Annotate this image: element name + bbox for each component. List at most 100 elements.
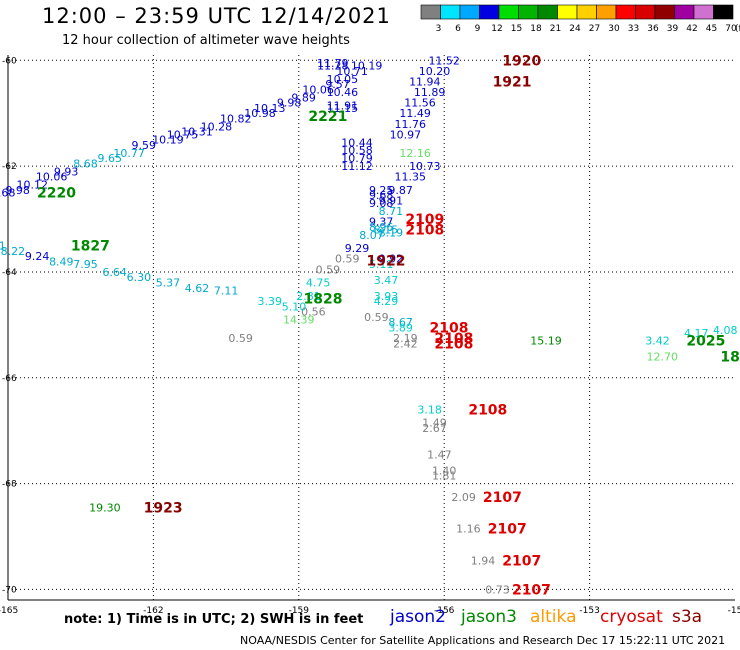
axis-ticks: -165 -162 -159 -156 -153 -15 -60 -62 -64 -66 -68 -7… bbox=[0, 56, 740, 616]
swh-value-label: 10.82 bbox=[220, 112, 252, 125]
swh-value-label: 10.73 bbox=[409, 160, 441, 173]
swh-value-label: 0.59 bbox=[364, 311, 389, 324]
time-label: 2221 bbox=[308, 109, 347, 125]
swh-value-label: 10.12 bbox=[16, 179, 48, 192]
swh-value-label: 9.98 bbox=[277, 97, 302, 110]
y-tick-label: -68 bbox=[2, 480, 17, 490]
colorbar-unit: (ft) bbox=[735, 24, 740, 34]
colorbar-tick-label: 27 bbox=[589, 24, 600, 34]
swh-value-label: 3.93 bbox=[374, 290, 399, 303]
legend-jason3: jason3 bbox=[461, 607, 517, 627]
swh-value-label: 3.47 bbox=[374, 274, 399, 287]
swh-value-label: 0.59 bbox=[335, 253, 360, 266]
swh-value-label: 11.79 bbox=[317, 57, 349, 70]
swh-value-label: 10.77 bbox=[113, 147, 145, 160]
swh-value-label: 9.91 bbox=[379, 195, 404, 208]
colorbar-tick-label: 15 bbox=[511, 24, 522, 34]
colorbar-tick-label: 39 bbox=[667, 24, 679, 34]
colorbar-swatch bbox=[713, 4, 734, 20]
time-label: 1923 bbox=[144, 500, 183, 516]
colorbar-swatch bbox=[654, 4, 675, 20]
swh-value-label: 9.57 bbox=[325, 78, 350, 91]
swh-value-label: 11.56 bbox=[404, 97, 436, 110]
swh-value-label: 10.79 bbox=[341, 152, 373, 165]
y-tick-label: -70 bbox=[2, 585, 17, 595]
swh-value-label: 5.37 bbox=[156, 277, 181, 290]
colorbar-tick-label: 9 bbox=[475, 24, 481, 34]
swh-value-label: 1.94 bbox=[471, 554, 496, 567]
swh-value-label: 11.28 bbox=[317, 60, 349, 73]
swh-value-label: 10.28 bbox=[201, 120, 233, 133]
swh-value-label: 10.97 bbox=[390, 128, 422, 141]
swh-value-label: 10.58 bbox=[341, 144, 373, 157]
swh-value-label: 8.67 bbox=[388, 316, 413, 329]
colorbar-tick-label: 30 bbox=[608, 24, 620, 34]
swh-value-label: 8.81 bbox=[0, 239, 6, 252]
colorbar-tick-label: 33 bbox=[628, 24, 639, 34]
swh-value-label: 4.29 bbox=[374, 295, 399, 308]
swh-value-label: 4.08 bbox=[713, 324, 738, 337]
grid-lines bbox=[8, 55, 735, 600]
time-label: 2109 bbox=[405, 212, 444, 228]
swh-value-label: 10.98 bbox=[244, 107, 276, 120]
swh-value-label: 2.67 bbox=[422, 422, 447, 435]
footer-credit: NOAA/NESDIS Center for Satellite Applica… bbox=[240, 634, 726, 647]
swh-value-label: 9.87 bbox=[388, 184, 413, 197]
colorbar-tick-label: 18 bbox=[530, 24, 542, 34]
x-tick-label: -159 bbox=[289, 606, 310, 616]
time-label: 2107 bbox=[502, 553, 541, 569]
swh-value-label: 11.94 bbox=[409, 75, 441, 88]
swh-value-label: 0.59 bbox=[228, 332, 253, 345]
swh-value-label: 3.89 bbox=[388, 322, 413, 335]
colorbar-swatch bbox=[576, 4, 597, 20]
colorbar-swatch bbox=[420, 4, 441, 20]
swh-value-label: 9.59 bbox=[131, 139, 156, 152]
swh-value-label: 15.19 bbox=[530, 335, 562, 348]
swh-value-label: 9.98 bbox=[5, 184, 30, 197]
swh-value-label: 6.30 bbox=[127, 271, 152, 284]
swh-value-label: 10.31 bbox=[181, 126, 213, 139]
time-label: 2108 bbox=[430, 321, 469, 337]
time-label: 2220 bbox=[37, 186, 76, 202]
swh-value-label: 1.49 bbox=[422, 417, 447, 430]
swh-value-label: 9.89 bbox=[291, 91, 316, 104]
swh-value-label: 10.19 bbox=[351, 60, 383, 73]
x-tick-label: -162 bbox=[143, 606, 163, 616]
swh-value-label: 11.76 bbox=[395, 118, 427, 131]
swh-value-label: 8.71 bbox=[379, 205, 404, 218]
swh-value-label: 10.06 bbox=[36, 171, 68, 184]
swh-value-label: 3.18 bbox=[417, 404, 442, 417]
swh-value-label: 9.92 bbox=[379, 253, 404, 266]
time-label: 2107 bbox=[483, 490, 522, 506]
swh-value-label: 10.06 bbox=[302, 83, 334, 96]
swh-value-label: 4.62 bbox=[185, 282, 210, 295]
time-label: 2107 bbox=[488, 522, 527, 538]
colorbar-swatch bbox=[537, 4, 558, 20]
swh-value-label: 9.29 bbox=[345, 242, 370, 255]
colorbar-tick-label: 36 bbox=[647, 24, 659, 34]
page-subtitle: 12 hour collection of altimeter wave hei… bbox=[62, 33, 350, 48]
colorbar-tick-label: 42 bbox=[686, 24, 697, 34]
swh-value-label: 9.68 bbox=[0, 187, 15, 200]
x-tick-label: -153 bbox=[579, 606, 599, 616]
swh-value-label: 9.68 bbox=[369, 189, 394, 202]
time-label: 2108 bbox=[434, 336, 473, 352]
time-label: 2025 bbox=[686, 334, 725, 350]
colorbar-swatch bbox=[615, 4, 636, 20]
swh-value-label: 10.75 bbox=[167, 128, 199, 141]
y-tick-label: -62 bbox=[2, 162, 17, 172]
colorbar-swatch bbox=[596, 4, 617, 20]
swh-value-label: 5.10 bbox=[282, 300, 307, 313]
swh-value-label: 10.13 bbox=[254, 102, 286, 115]
time-label: 1827 bbox=[71, 238, 110, 254]
swh-value-label: 1.40 bbox=[432, 464, 457, 477]
swh-value-label: 2.42 bbox=[393, 337, 418, 350]
colorbar-swatch bbox=[557, 4, 578, 20]
swh-value-label: 11.52 bbox=[428, 54, 460, 67]
time-label: 1828 bbox=[304, 291, 343, 307]
swh-value-label: 0.56 bbox=[301, 306, 326, 319]
swh-value-label: 8.07 bbox=[359, 229, 384, 242]
legend-jason2: jason2 bbox=[390, 607, 446, 627]
swh-value-label: 7.11 bbox=[214, 284, 239, 297]
